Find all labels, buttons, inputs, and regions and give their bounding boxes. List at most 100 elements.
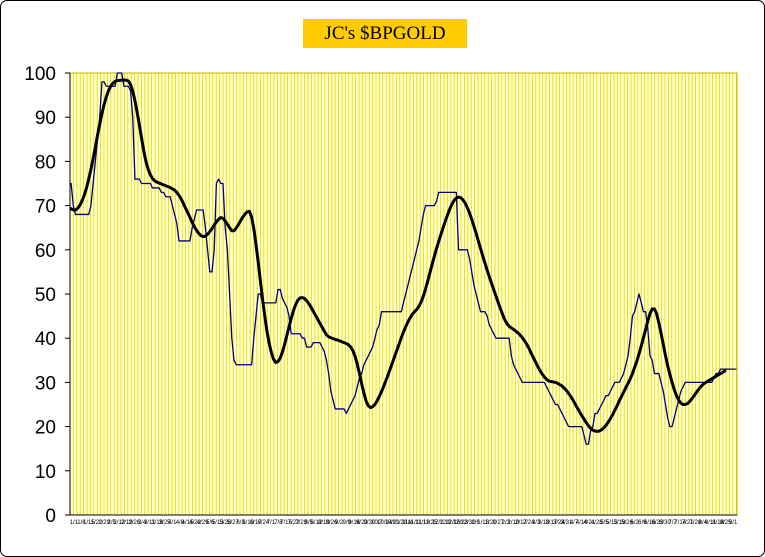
x-tick-label: 3/24 xyxy=(553,520,565,526)
x-tick-label: 5/27 xyxy=(227,520,239,526)
x-tick-label: 9/16 xyxy=(348,520,360,526)
y-tick-label: 100 xyxy=(24,64,56,85)
x-tick-label: 6/9 xyxy=(638,520,647,526)
x-tick-label: 1/29 xyxy=(98,520,110,526)
x-tick-label: 8/19 xyxy=(318,520,330,526)
y-tick-label: 80 xyxy=(35,152,56,173)
y-tick-label: 60 xyxy=(35,241,56,262)
series-layer xyxy=(69,72,737,445)
x-tick-label: 5/13 xyxy=(212,520,224,526)
x-tick-label: 2/12 xyxy=(113,520,125,526)
grid-lines xyxy=(73,73,737,515)
x-tick-label: 1/15 xyxy=(83,520,95,526)
x-tick-label: 7/15 xyxy=(280,520,292,526)
x-axis: 1/1 1/81/151/221/292/52/122/192/263/43/11… xyxy=(70,514,738,526)
series-line-bpgold xyxy=(70,72,737,445)
x-tick-label: 3/3 xyxy=(532,520,541,526)
x-tick-label: 2/24 xyxy=(523,520,535,526)
x-tick-label: 1/1 xyxy=(70,520,79,526)
x-tick-label: 1/6 xyxy=(471,520,480,526)
x-tick-label: 3/17 xyxy=(545,520,557,526)
x-tick-label: 5/19 xyxy=(614,520,626,526)
x-tick-label: 9/9 xyxy=(343,520,352,526)
y-axis: 0 10 20 30 40 50 60 70 80 90 100 xyxy=(24,64,71,527)
x-tick-label: 2/3 xyxy=(502,520,511,526)
x-tick-label: 3/18 xyxy=(151,520,163,526)
x-tick-label: 9/23 xyxy=(356,520,368,526)
x-tick-label: 1/27 xyxy=(492,520,504,526)
x-tick-label: 7/8 xyxy=(274,520,283,526)
x-tick-label: 6/16 xyxy=(644,520,656,526)
x-tick-label: 5/20 xyxy=(220,520,232,526)
x-tick-label: 1/13 xyxy=(477,520,489,526)
y-tick-label: 0 xyxy=(45,506,56,527)
x-tick-label: 8/12 xyxy=(310,520,322,526)
x-tick-label: 6/30 xyxy=(659,520,671,526)
x-tick-label: 5/6 xyxy=(206,520,215,526)
x-tick-label: 12/9 xyxy=(439,520,451,526)
x-tick-label: 4/28 xyxy=(591,520,603,526)
x-tick-label: 4/1 xyxy=(168,520,177,526)
x-tick-label: 5/26 xyxy=(621,520,633,526)
x-tick-label: 12/16 xyxy=(445,520,461,526)
x-tick-label: 7/7 xyxy=(668,520,677,526)
x-tick-label: 10/21 xyxy=(385,520,401,526)
chart-title: JC's $BPGOLD xyxy=(303,19,467,48)
y-tick-label: 40 xyxy=(35,329,56,350)
x-tick-label: 11/4 xyxy=(402,520,414,526)
y-tick-label: 20 xyxy=(35,418,56,439)
x-tick-label: 3/4 xyxy=(138,520,147,526)
x-tick-label: 3/31 xyxy=(561,520,573,526)
x-tick-label: 11/11 xyxy=(408,520,423,526)
x-tick-label: 8/25 xyxy=(720,520,732,526)
x-tick-label: 11/25 xyxy=(423,520,438,526)
x-tick-label: 8/18 xyxy=(712,520,724,526)
x-tick-label: 3/10 xyxy=(538,520,550,526)
x-tick-label: 6/3 xyxy=(236,520,245,526)
x-tick-label: 3/25 xyxy=(159,520,171,526)
x-tick-label: 7/29 xyxy=(295,520,307,526)
x-tick-label: 10/14 xyxy=(377,520,393,526)
x-tick-label: 1/20 xyxy=(485,520,497,526)
x-tick-label: 8/4 xyxy=(699,520,708,526)
x-tick-label: 6/10 xyxy=(242,520,254,526)
x-tick-label: 4/7 xyxy=(570,520,579,526)
x-tick-label: 1/22 xyxy=(91,520,103,526)
x-tick-label: 7/1 xyxy=(267,520,276,526)
x-tick-label: 11/18 xyxy=(415,520,430,526)
x-tick-label: 6/17 xyxy=(250,520,262,526)
x-tick-label: 2/10 xyxy=(508,520,520,526)
x-tick-label: 9/2 xyxy=(335,520,344,526)
x-tick-label: 8/11 xyxy=(705,520,717,526)
x-tick-label: 8/26 xyxy=(326,520,338,526)
series-line-smoothed xyxy=(69,78,727,433)
y-tick-label: 50 xyxy=(35,285,56,306)
x-tick-label: 4/29 xyxy=(197,520,209,526)
x-tick-label: 6/24 xyxy=(257,520,269,526)
x-tick-label: 2/17 xyxy=(515,520,527,526)
x-tick-label: 2/5 xyxy=(108,520,117,526)
x-tick-label: 2/19 xyxy=(121,520,133,526)
x-tick-label: 4/21 xyxy=(583,520,595,526)
x-tick-label: 2/26 xyxy=(129,520,141,526)
x-tick-label: 6/2 xyxy=(631,520,640,526)
x-tick-label: 4/22 xyxy=(189,520,201,526)
x-tick-label: 6/23 xyxy=(652,520,664,526)
y-tick-label: 30 xyxy=(35,373,56,394)
x-tick-label: 4/15 xyxy=(182,520,194,526)
x-tick-label: 4/14 xyxy=(576,520,588,526)
x-tick-label: 4/8 xyxy=(176,520,185,526)
x-tick-label: 7/14 xyxy=(674,520,686,526)
x-tick-label: 5/5 xyxy=(600,520,609,526)
x-tick-label: 12/2 xyxy=(432,520,444,526)
x-tick-label: 10/28 xyxy=(392,520,408,526)
x-tick-label: 3/11 xyxy=(144,520,156,526)
x-tick-label: 5/12 xyxy=(606,520,618,526)
x-tick-label: 12/30 xyxy=(460,520,476,526)
x-tick-label: 12/23 xyxy=(453,520,469,526)
x-tick-label: 1/8 xyxy=(77,520,86,526)
x-tick-label: 7/28 xyxy=(689,520,701,526)
x-tick-label: 7/22 xyxy=(288,520,300,526)
x-tick-label: 7/21 xyxy=(682,520,694,526)
